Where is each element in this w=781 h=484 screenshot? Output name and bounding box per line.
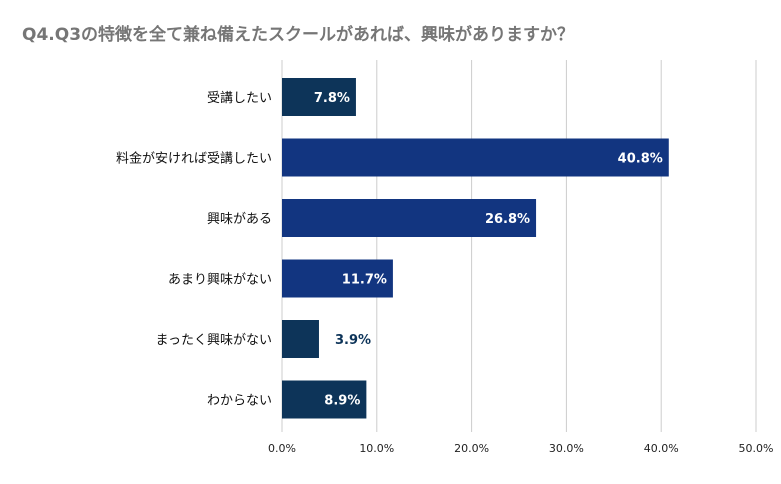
x-tick-label: 10.0% [359, 442, 394, 455]
data-label: 3.9% [335, 333, 371, 348]
category-label: まったく興味がない [156, 333, 272, 348]
bar [282, 380, 367, 419]
grid-layer: 0.0% 10.0% 20.0% 30.0% 40.0% 50.0% [268, 60, 773, 455]
bars-layer [282, 78, 669, 419]
bar [282, 138, 669, 177]
bar [282, 78, 356, 116]
category-label: 料金が安ければ受講したい [116, 151, 272, 167]
category-label: 興味がある [207, 212, 272, 227]
data-label: 7.8% [314, 91, 350, 106]
data-label: 11.7% [342, 273, 387, 288]
labels-layer: 受講したい 7.8% 料金が安ければ受講したい 40.8% 興味がある 26.8% あまり興… [116, 90, 663, 409]
category-label: あまり興味がない [168, 273, 272, 288]
data-label: 8.9% [324, 394, 360, 409]
category-label: 受講したい [207, 90, 272, 106]
x-tick-label: 30.0% [549, 442, 584, 455]
x-tick-label: 40.0% [644, 442, 679, 455]
data-label: 40.8% [618, 152, 663, 167]
bar [282, 259, 393, 298]
bar [282, 199, 537, 237]
bar [282, 320, 319, 358]
x-tick-label: 50.0% [739, 442, 774, 455]
category-label: わからない [207, 394, 272, 409]
chart-title: Q4.Q3の特徴を全て兼ね備えたスクールがあれば、興味がありますか？ [22, 25, 575, 45]
x-tick-label: 20.0% [454, 442, 489, 455]
data-label: 26.8% [485, 212, 530, 227]
x-tick-label: 0.0% [268, 442, 296, 455]
